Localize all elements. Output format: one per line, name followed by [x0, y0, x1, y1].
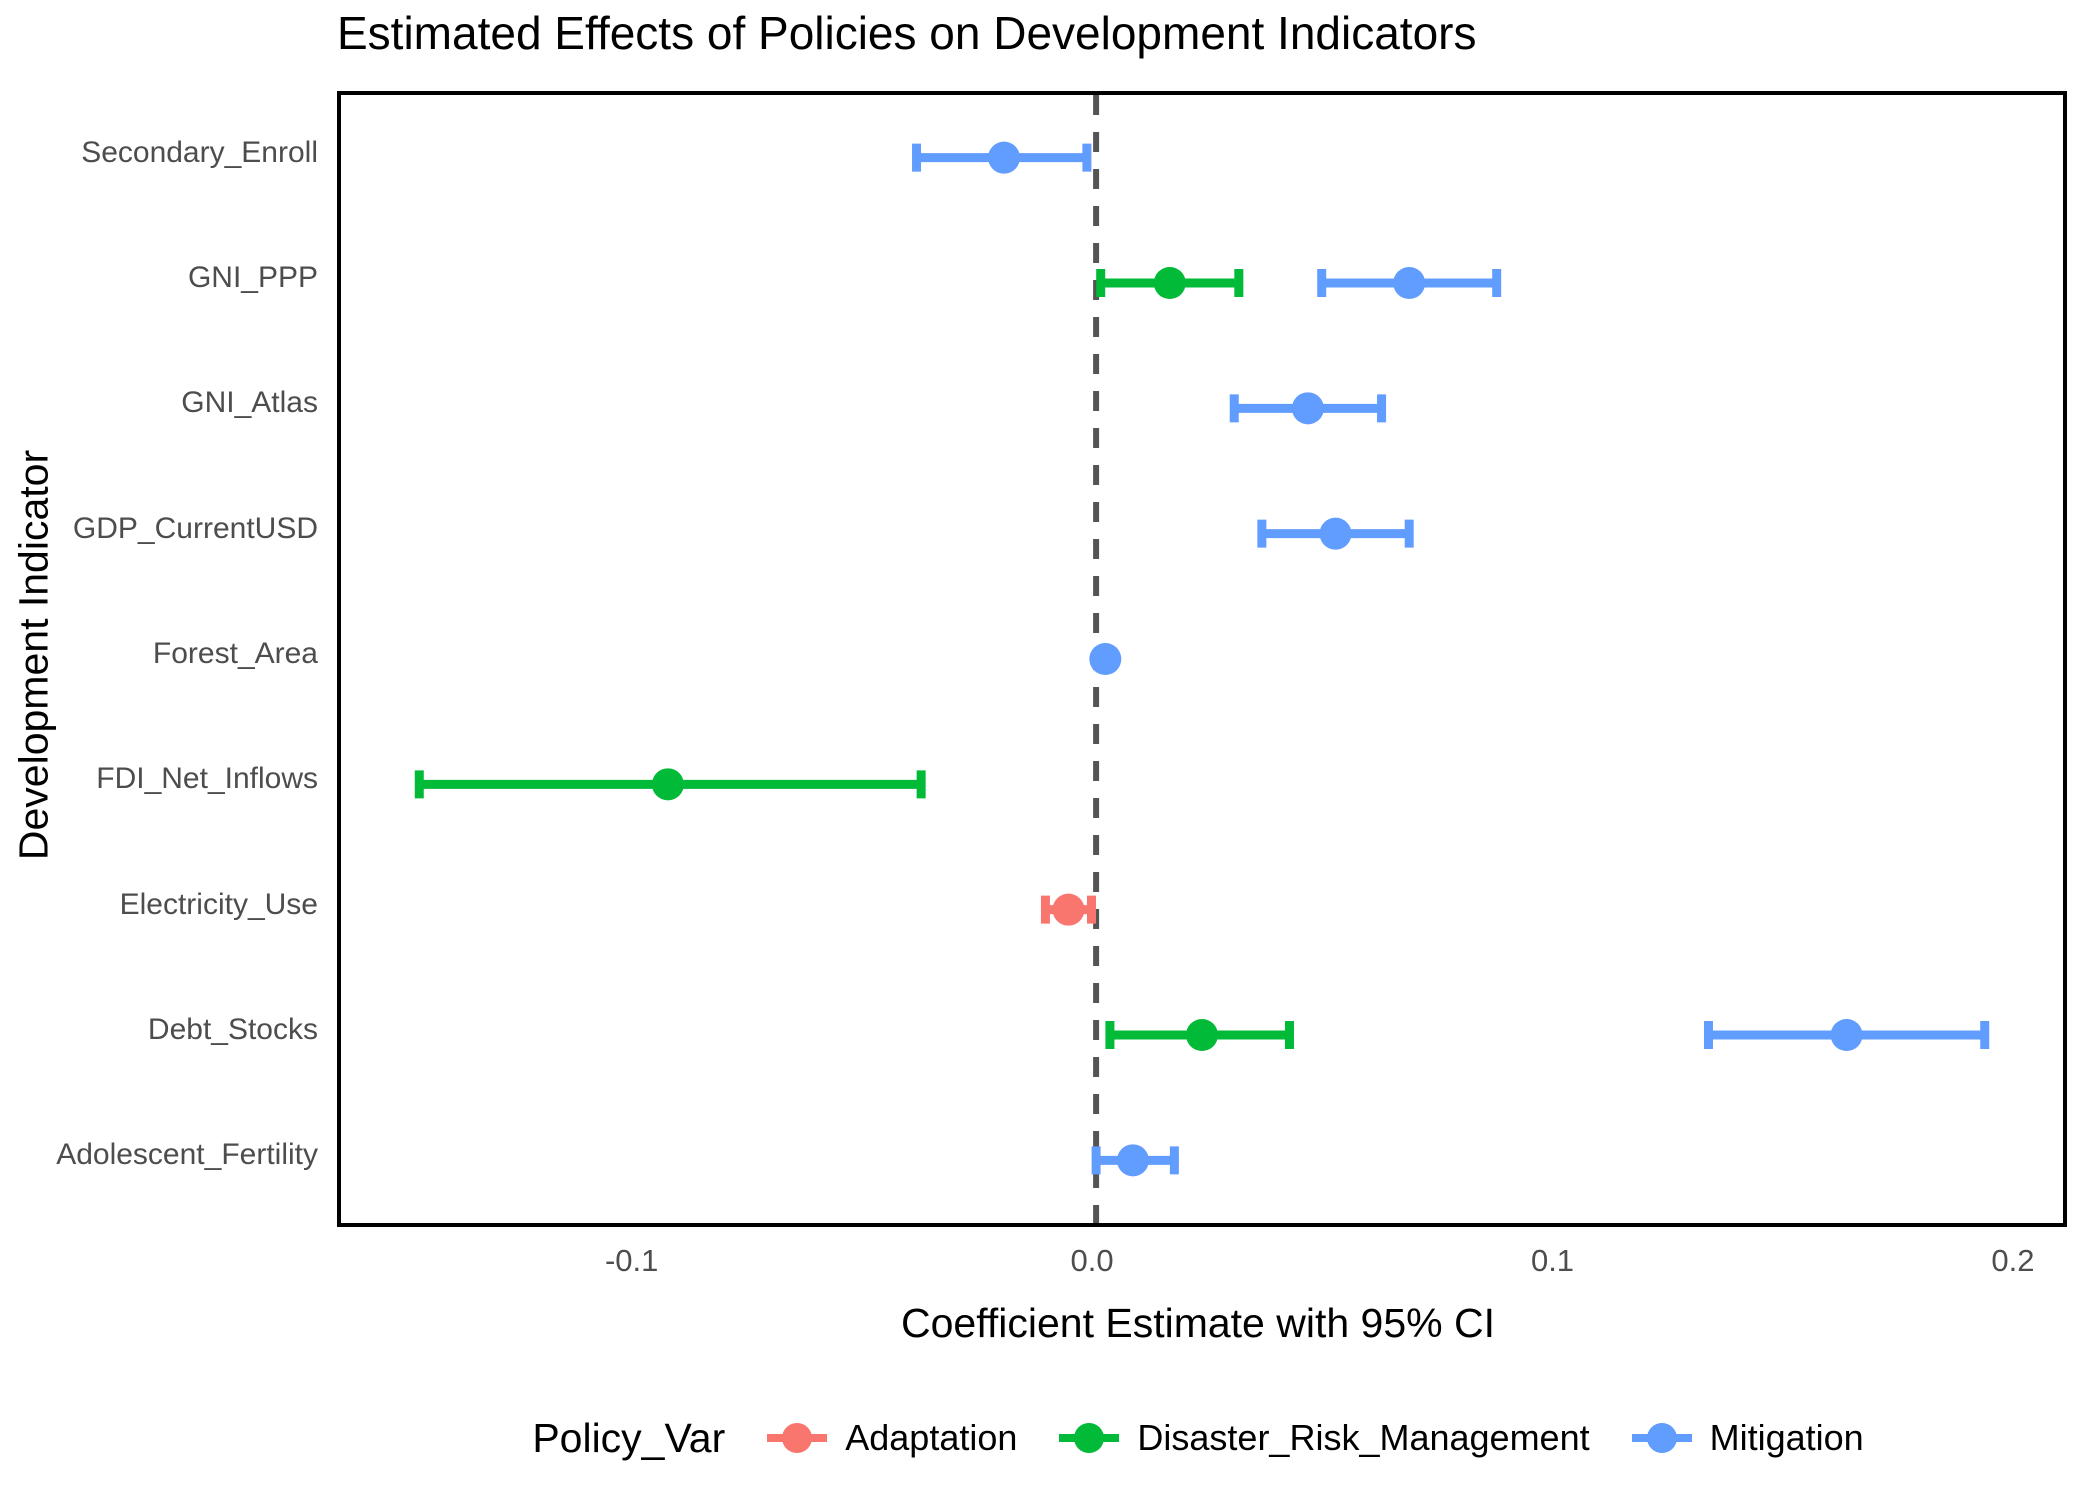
errorbar-Forest_Area-Mitigation: [1089, 643, 1122, 675]
errorbar-Electricity_Use-Adaptation: [1040, 893, 1096, 926]
errorbar-Debt_Stocks-Disaster_Risk_Management: [1105, 1019, 1294, 1051]
legend-item-label: Mitigation: [1709, 1417, 1864, 1458]
point-GNI_PPP-Disaster_Risk_Management: [1153, 267, 1186, 299]
legend-item-label: Disaster_Risk_Management: [1137, 1417, 1590, 1458]
point-Secondary_Enroll-Mitigation: [988, 141, 1021, 174]
legend-item-label: Adaptation: [845, 1417, 1018, 1458]
legend-item-Adaptation: Adaptation: [765, 1415, 1017, 1461]
legend-items: Adaptation Disaster_Risk_Management Mitiga…: [765, 1415, 1864, 1461]
x-tick-label-0.0: 0.0: [1070, 1243, 1114, 1278]
point-GDP_CurrentUSD-Mitigation: [1319, 517, 1352, 550]
errorbar-Debt_Stocks-Mitigation: [1703, 1019, 1990, 1051]
x-tick-label-0.2: 0.2: [1991, 1243, 2035, 1278]
legend-key-icon: [1631, 1423, 1692, 1453]
point-GNI_Atlas-Mitigation: [1291, 392, 1324, 425]
y-category-label-GNI_Atlas: GNI_Atlas: [181, 386, 318, 420]
errorbar-Secondary_Enroll-Mitigation: [912, 141, 1092, 174]
legend: Policy_Var Adaptation Disaster_Risk_Manag…: [337, 1392, 2059, 1484]
x-axis-title: Coefficient Estimate with 95% CI: [901, 1300, 1495, 1346]
errorbar-GNI_Atlas-Mitigation: [1229, 392, 1387, 425]
errorbar-GNI_PPP-Mitigation: [1317, 267, 1502, 299]
point-Forest_Area-Mitigation: [1089, 643, 1122, 675]
errorbar-FDI_Net_Inflows-Disaster_Risk_Management: [414, 768, 926, 801]
y-category-label-Electricity_Use: Electricity_Use: [119, 887, 318, 921]
y-category-label-FDI_Net_Inflows: FDI_Net_Inflows: [96, 762, 318, 796]
errorbar-GDP_CurrentUSD-Mitigation: [1257, 517, 1414, 550]
plot-panel: [337, 91, 2067, 1227]
legend-title: Policy_Var: [532, 1414, 726, 1461]
plot-title: Estimated Effects of Policies on Develop…: [337, 7, 1477, 59]
point-Electricity_Use-Adaptation: [1052, 893, 1085, 926]
errorbar-GNI_PPP-Disaster_Risk_Management: [1096, 267, 1244, 299]
y-category-label-Debt_Stocks: Debt_Stocks: [147, 1013, 318, 1046]
y-category-label-GDP_CurrentUSD: GDP_CurrentUSD: [72, 511, 318, 545]
errorbar-Adolescent_Fertility-Mitigation: [1091, 1144, 1179, 1177]
legend-item-Mitigation: Mitigation: [1630, 1415, 1864, 1461]
y-category-label-Adolescent_Fertility: Adolescent_Fertility: [56, 1138, 318, 1172]
x-tick-label-0.1: 0.1: [1530, 1243, 1575, 1278]
point-FDI_Net_Inflows-Disaster_Risk_Management: [651, 768, 684, 801]
plot-canvas: [414, 95, 1990, 1223]
point-Debt_Stocks-Mitigation: [1830, 1019, 1863, 1051]
y-category-label-Forest_Area: Forest_Area: [152, 637, 318, 670]
legend-key-icon: [767, 1423, 828, 1453]
legend-key-icon: [1059, 1423, 1120, 1453]
point-Adolescent_Fertility-Mitigation: [1116, 1144, 1149, 1177]
y-category-label-Secondary_Enroll: Secondary_Enroll: [81, 135, 318, 169]
point-GNI_PPP-Mitigation: [1393, 267, 1426, 299]
point-Debt_Stocks-Disaster_Risk_Management: [1186, 1019, 1218, 1051]
x-tick-label--0.1: -0.1: [604, 1243, 659, 1278]
legend-item-Disaster_Risk_Management: Disaster_Risk_Management: [1057, 1415, 1590, 1461]
y-category-label-GNI_PPP: GNI_PPP: [187, 261, 318, 294]
